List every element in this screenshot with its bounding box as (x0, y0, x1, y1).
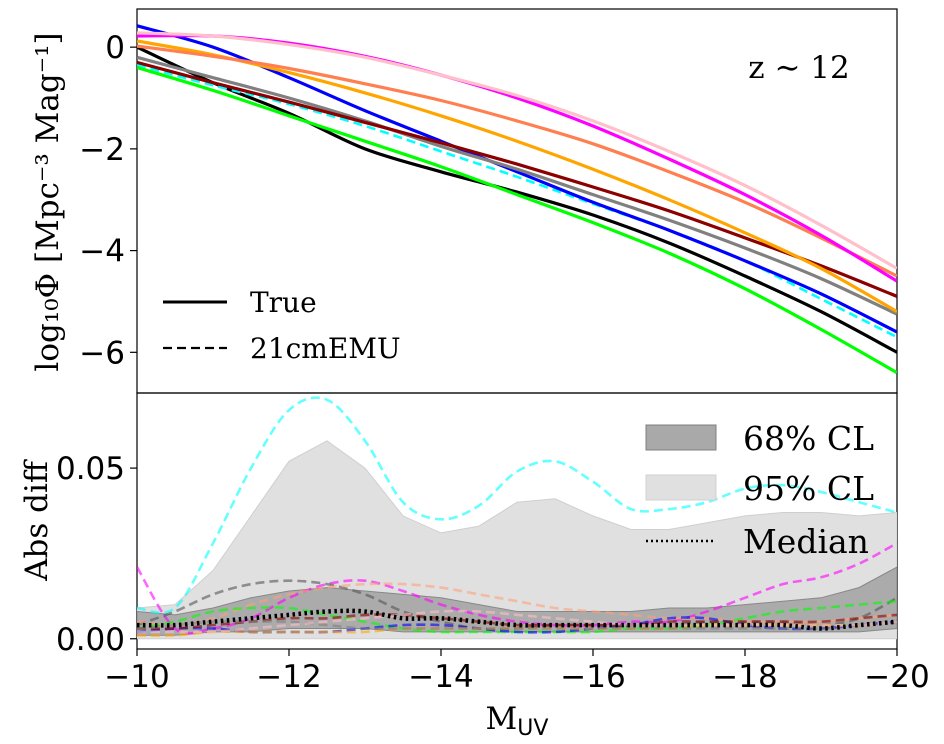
bottom-series-line-0 (137, 396, 897, 615)
x-tick-label: −16 (560, 659, 625, 695)
x-tick-label: −12 (256, 659, 321, 695)
bottom-y-tick-label: 0.00 (56, 622, 125, 658)
x-axis-label: MUV (486, 701, 549, 741)
median-line (137, 608, 897, 631)
x-tick-label: −14 (408, 659, 473, 695)
bottom-y-axis-label: Abs diff (19, 459, 55, 582)
legend-21cmemu-label: 21cmEMU (250, 332, 401, 365)
x-axis-label-subscript: UV (517, 716, 548, 741)
bottom-series-line-6 (137, 613, 897, 631)
top-y-tick-label: −2 (79, 132, 125, 168)
top-y-axis-label: log₁₀Φ [Mpc⁻³ Mag⁻¹] (30, 32, 66, 371)
top-series-line-7 (137, 44, 897, 278)
legend-95cl-swatch (645, 474, 717, 501)
top-series-line-0 (137, 45, 897, 354)
bottom-x-ticks: −10 −12 −14 −16 −18 −20 (104, 649, 930, 695)
bottom-series-lines (137, 396, 897, 637)
x-axis-label-base: M (486, 701, 518, 737)
legend-true-label: True (250, 286, 317, 319)
legend-95cl-label: 95% CL (743, 469, 874, 508)
top-series-line-9 (137, 31, 897, 270)
bottom-series-line-3 (137, 582, 897, 627)
top-legend: True 21cmEMU (163, 286, 401, 365)
top-series-line-3 (137, 65, 897, 375)
top-series-line-4 (137, 55, 897, 316)
legend-68cl-label: 68% CL (743, 419, 874, 458)
bottom-legend: 68% CL 95% CL Median (645, 419, 874, 561)
top-y-tick-label: −4 (79, 234, 125, 270)
legend-median-label: Median (743, 522, 869, 561)
x-tick-label: −10 (104, 659, 169, 695)
top-y-tick-label: 0 (105, 30, 125, 66)
top-y-ticks: 0 −2 −4 −6 (79, 30, 137, 371)
top-y-tick-label: −6 (79, 335, 125, 371)
legend-68cl-swatch (645, 424, 717, 451)
top-series-line-6 (137, 39, 897, 313)
bottom-series-line-8 (137, 620, 897, 631)
bottom-y-tick-label: 0.05 (56, 451, 125, 487)
bottom-y-ticks: 0.00 0.05 (56, 451, 137, 658)
bottom-series-line-1 (137, 542, 897, 635)
x-tick-label: −18 (712, 659, 777, 695)
top-series-line-1 (137, 63, 897, 339)
x-tick-label: −20 (864, 659, 929, 695)
redshift-annotation: z ∼ 12 (748, 50, 849, 86)
top-series-lines (137, 24, 897, 375)
top-series-line-2 (137, 24, 897, 334)
top-series-line-5 (137, 60, 897, 298)
